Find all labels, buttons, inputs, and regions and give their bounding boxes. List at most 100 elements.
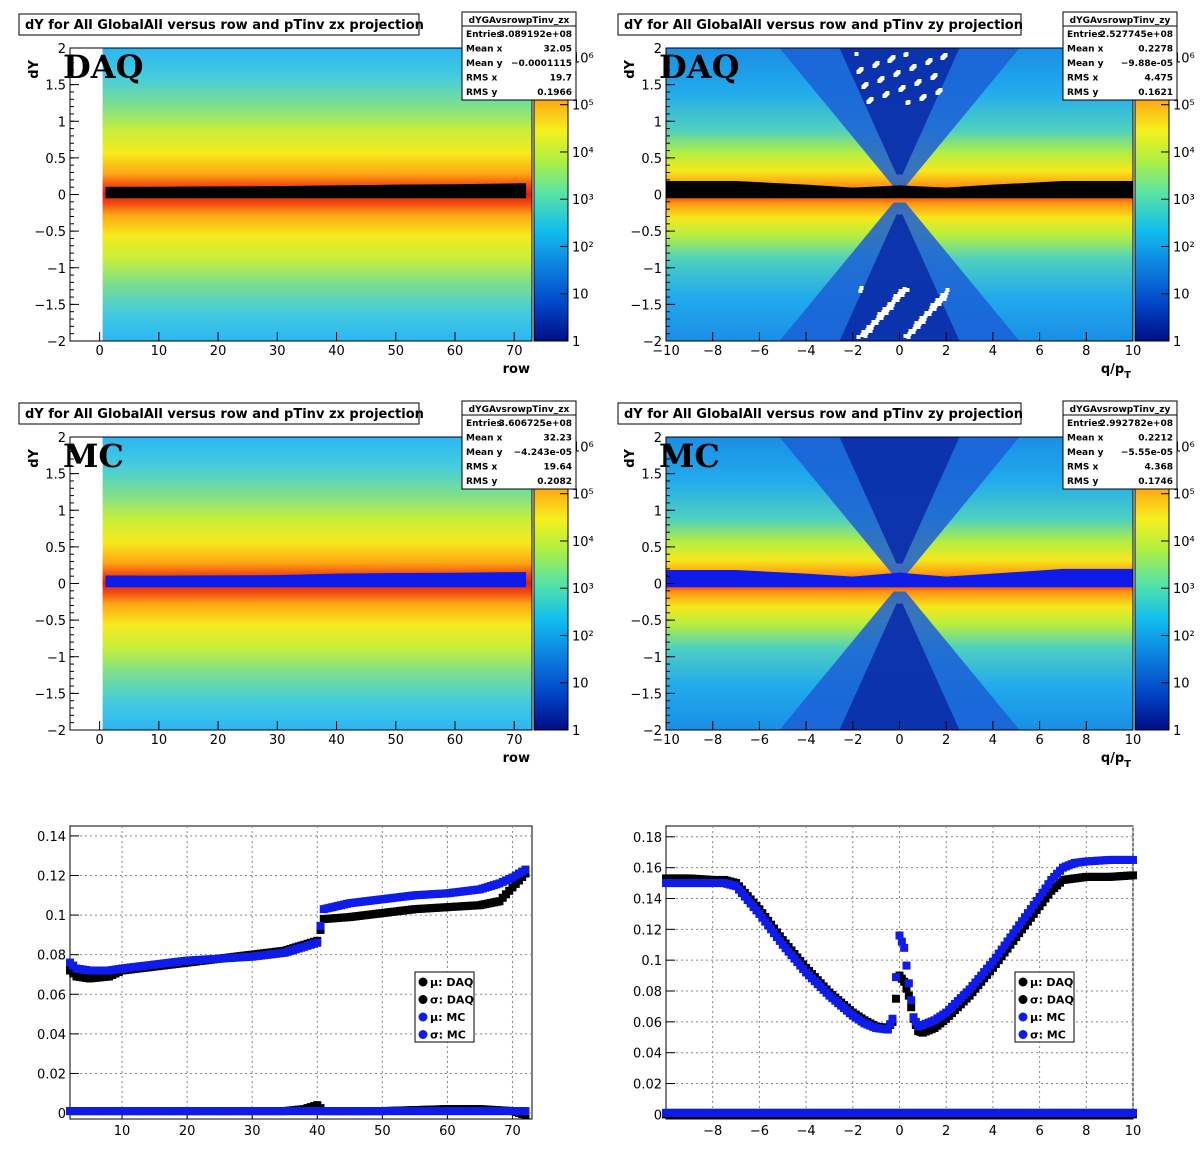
- z-tick-label: 10³: [1173, 193, 1195, 208]
- stats-key: Mean y: [1067, 59, 1104, 69]
- empty-bin: [892, 297, 897, 301]
- empty-bin: [939, 296, 944, 300]
- legend-entry: μ: DAQ: [1030, 976, 1073, 989]
- y-tick-label: −1.5: [630, 298, 662, 313]
- empty-bin: [901, 290, 906, 294]
- y-axis-title: dY: [623, 59, 638, 78]
- y-tick-label: 0.04: [37, 1028, 66, 1043]
- data-point: [1000, 941, 1009, 950]
- x-tick-label: 70: [506, 344, 523, 359]
- empty-bin: [887, 302, 892, 306]
- data-point: [1021, 913, 1030, 922]
- y-tick-label: 0.08: [37, 949, 66, 964]
- plot-title: dY for All GlobalAll versus row and pTin…: [624, 407, 1023, 422]
- y-tick-label: 1: [654, 115, 662, 130]
- empty-bin: [891, 300, 896, 304]
- stats-key: RMS y: [1067, 477, 1099, 487]
- y-tick-label: −2: [643, 335, 662, 350]
- empty-bin: [859, 286, 864, 290]
- data-point: [891, 994, 900, 1003]
- stats-key: Mean x: [1067, 45, 1104, 55]
- empty-bin: [866, 100, 871, 104]
- stats-value: 4.368: [1145, 463, 1173, 473]
- empty-bin: [927, 312, 932, 316]
- x-tick-label: 4: [989, 733, 997, 748]
- empty-bin: [911, 330, 916, 334]
- y-tick-label: 0: [654, 189, 662, 204]
- z-tick-label: 10⁴: [572, 535, 594, 550]
- data-point: [1129, 855, 1137, 864]
- x-tick-label: 60: [439, 1124, 456, 1139]
- empty-bin: [868, 329, 873, 333]
- y-tick-label: 0.14: [633, 892, 662, 907]
- heatmap-core-bottom: [839, 603, 960, 730]
- empty-bin: [908, 329, 913, 333]
- empty-bin: [856, 335, 861, 339]
- y-tick-label: −1.5: [34, 687, 66, 702]
- empty-bin: [860, 333, 865, 337]
- empty-bin: [874, 321, 879, 325]
- profile-panel-1: 0 0.02 0.04 0.06 0.08 0.1 0.12 0.14 10 20 30 40 50 60…: [37, 825, 533, 1139]
- z-tick-label: 10²: [572, 629, 594, 644]
- empty-bin: [903, 334, 908, 338]
- data-point: [991, 953, 1000, 962]
- z-tick-label: 10²: [1173, 240, 1195, 255]
- data-point: [1003, 937, 1012, 946]
- x-tick-label: −4: [797, 344, 816, 359]
- x-tick-label: 50: [387, 344, 404, 359]
- y-tick-label: −0.5: [630, 614, 662, 629]
- x-tick-label: 40: [309, 1124, 326, 1139]
- stats-value: −0.0001115: [511, 59, 572, 69]
- data-point: [888, 1014, 897, 1023]
- empty-bin: [881, 310, 886, 314]
- x-tick-label: 40: [328, 344, 345, 359]
- stats-key: Mean y: [466, 59, 503, 69]
- empty-bin: [872, 64, 877, 68]
- empty-bin: [932, 307, 937, 311]
- data-point: [1006, 933, 1015, 942]
- data-point: [316, 921, 325, 930]
- stats-value: 19.64: [544, 463, 572, 473]
- z-tick-label: 10: [572, 288, 589, 303]
- empty-bin: [905, 101, 910, 105]
- empty-bin: [879, 316, 884, 320]
- y-tick-label: 0.02: [37, 1067, 66, 1082]
- title-box: [18, 402, 420, 425]
- empty-bin: [921, 320, 926, 324]
- stats-value: 32.05: [544, 45, 572, 55]
- data-point: [1129, 1108, 1137, 1117]
- stats-key: Mean x: [1067, 434, 1104, 444]
- legend-entry: σ: DAQ: [1030, 994, 1074, 1007]
- z-tick-label: 10³: [572, 193, 594, 208]
- data-point: [521, 1107, 530, 1116]
- x-tick-label: −4: [797, 1124, 816, 1139]
- empty-bin: [887, 59, 892, 63]
- z-tick-label: 10: [572, 677, 589, 692]
- empty-bin: [880, 313, 885, 317]
- series-mc-mu: [66, 1107, 530, 1116]
- y-tick-label: 0.18: [633, 831, 662, 846]
- y-tick-label: 0.1: [45, 909, 66, 924]
- stats-key: RMS y: [466, 477, 498, 487]
- x-tick-label: −6: [750, 344, 769, 359]
- legend-entry: σ: MC: [430, 1029, 466, 1042]
- heatmap-core-top: [839, 48, 960, 175]
- empty-bin: [869, 326, 874, 330]
- x-axis-title: q/pT: [1101, 751, 1131, 770]
- x-tick-label: 10: [1125, 344, 1142, 359]
- empty-bin: [907, 332, 912, 336]
- x-tick-label: 30: [244, 1124, 261, 1139]
- empty-bin: [882, 307, 887, 311]
- x-tick-label: 0: [95, 344, 103, 359]
- z-tick-label: 1: [572, 335, 580, 350]
- x-tick-label: −8: [703, 733, 722, 748]
- y-tick-label: 0.04: [633, 1047, 662, 1062]
- data-point: [900, 977, 909, 986]
- x-tick-label: 2: [942, 344, 950, 359]
- empty-bin: [942, 297, 947, 301]
- empty-bin: [870, 323, 875, 327]
- data-point: [902, 984, 911, 993]
- stats-value: 0.2278: [1138, 45, 1173, 55]
- stats-name: dYGAvsrowpTinv_zx: [469, 405, 570, 415]
